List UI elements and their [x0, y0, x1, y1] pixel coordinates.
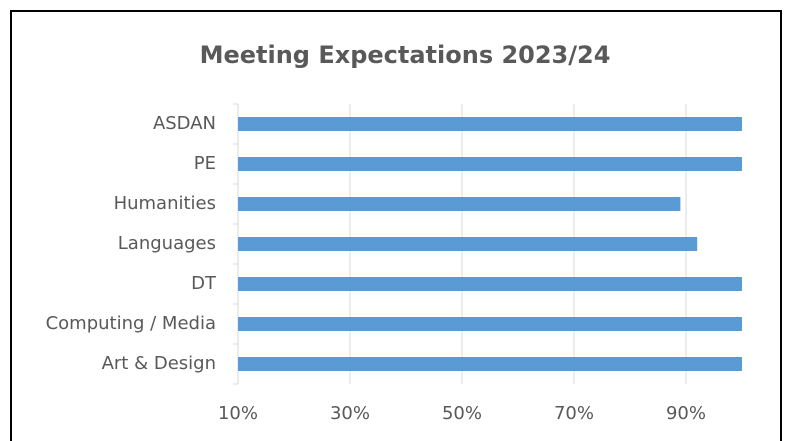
- bar: [238, 317, 742, 331]
- y-tick-label: DT: [191, 273, 217, 294]
- y-tick-label: ASDAN: [153, 113, 216, 134]
- chart-frame: [10, 10, 782, 441]
- y-tick-label: Computing / Media: [46, 313, 216, 334]
- y-tick-label: Languages: [118, 233, 216, 254]
- x-tick-label: 10%: [218, 403, 258, 424]
- y-tick-label: Humanities: [114, 193, 216, 214]
- y-tick-label: PE: [194, 153, 216, 174]
- x-tick-label: 90%: [666, 403, 706, 424]
- x-tick-label: 30%: [330, 403, 370, 424]
- y-tick-label: Art & Design: [102, 353, 216, 374]
- bar: [238, 277, 742, 291]
- chart-title: Meeting Expectations 2023/24: [200, 41, 611, 69]
- bar: [238, 157, 742, 171]
- bar: [238, 197, 681, 211]
- bar: [238, 357, 742, 371]
- bar: [238, 117, 742, 131]
- x-tick-label: 70%: [554, 403, 594, 424]
- bar: [238, 237, 698, 251]
- x-tick-label: 50%: [442, 403, 482, 424]
